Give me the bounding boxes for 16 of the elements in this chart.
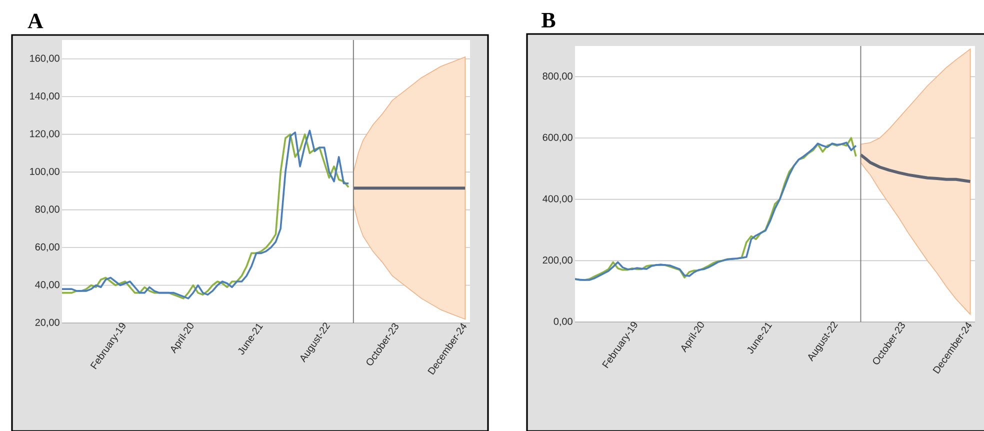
y-tick-label: 200,00 [542, 256, 572, 265]
y-tick-label: 400,00 [542, 195, 572, 204]
y-tick-label: 40,00 [35, 281, 60, 290]
y-tick-label: 800,00 [542, 72, 572, 81]
line-series [859, 153, 972, 184]
y-tick-label: 80,00 [35, 206, 60, 214]
chart-title: B [542, 12, 556, 28]
y-tick-label: 100,00 [30, 168, 60, 176]
y-tick-label: 160,00 [30, 54, 60, 63]
y-tick-label: 60,00 [35, 243, 60, 252]
y-tick-label: 120,00 [30, 130, 60, 138]
y-tick-label: 0,00 [554, 318, 572, 326]
y-tick-label: 20,00 [35, 318, 60, 328]
y-tick-label: 600,00 [542, 134, 572, 142]
chart-title: A [28, 14, 44, 28]
y-tick-label: 140,00 [30, 92, 60, 101]
